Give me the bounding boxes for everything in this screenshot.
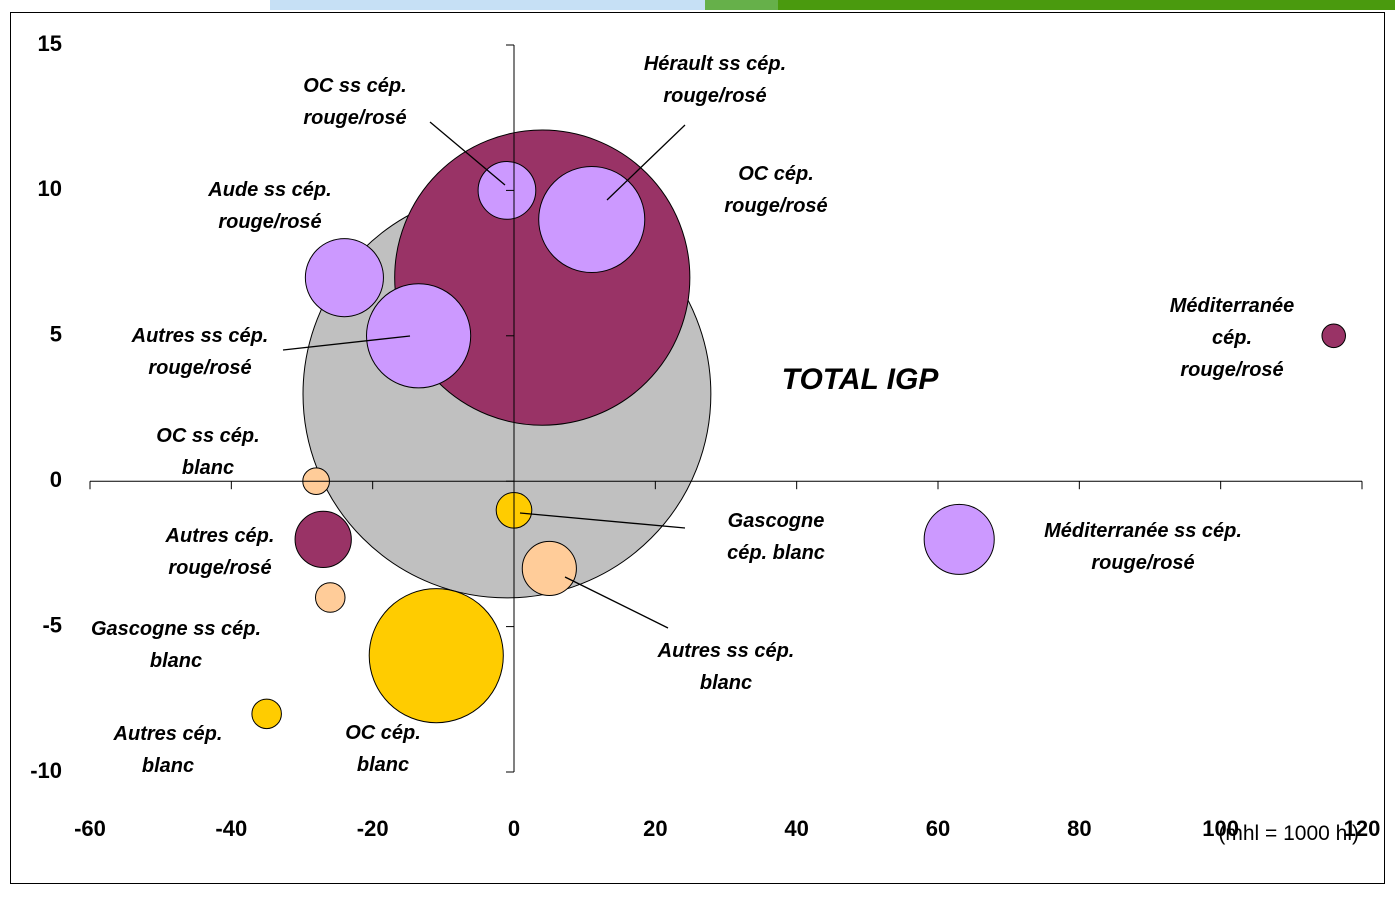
bubble-label: OC cép. rouge/rosé	[724, 163, 828, 217]
y-tick-label: 5	[50, 322, 62, 347]
bubble	[923, 503, 995, 575]
bubble	[315, 582, 346, 613]
bubble-label: OC ss cép. rouge/rosé	[303, 75, 407, 129]
bubble	[251, 698, 282, 730]
top-strip	[705, 0, 778, 10]
x-tick-label: -40	[215, 816, 247, 841]
leader-line	[564, 576, 669, 629]
bubble	[1321, 323, 1347, 349]
leader-line	[606, 124, 686, 201]
y-tick-label: 10	[38, 176, 62, 201]
bubble	[304, 238, 384, 318]
bubble-label: Gascogne cép. blanc	[727, 510, 825, 564]
top-strip	[778, 0, 1395, 10]
bubbles	[251, 121, 1347, 730]
leader-line	[519, 512, 686, 529]
leader-line	[282, 335, 411, 351]
bubble-label: Méditerranée ss cép. rouge/rosé	[1044, 520, 1242, 574]
top-strip	[270, 0, 705, 10]
y-tick-label: -5	[42, 612, 62, 637]
bubble-label: OC cép. blanc	[345, 722, 421, 776]
footnote: (mhl = 1000 hl)	[1218, 822, 1359, 845]
bubble-label: Hérault ss cép. rouge/rosé	[643, 53, 787, 107]
bubble	[294, 510, 352, 569]
bubble	[366, 283, 472, 389]
leader-line	[429, 121, 506, 186]
bubble-label: TOTAL IGP	[781, 363, 939, 396]
bubble-label: Méditerranée cép. rouge/rosé	[1169, 295, 1295, 381]
y-tick-label: -10	[30, 758, 62, 783]
bubble-label: Gascogne ss cép. blanc	[90, 618, 262, 672]
bubble-label: Autres ss cép. blanc	[657, 640, 795, 694]
bubble-label: OC ss cép. blanc	[156, 425, 260, 479]
bubble-label: Autres cép. rouge/rosé	[165, 525, 275, 579]
x-tick-label: 80	[1067, 816, 1091, 841]
x-tick-label: 120	[1344, 816, 1381, 841]
x-tick-label: -60	[74, 816, 106, 841]
bubble	[521, 540, 577, 597]
bubble-label: Autres ss cép. rouge/rosé	[131, 325, 269, 379]
y-tick-label: 0	[50, 467, 62, 492]
bubble-label: Autres cép. blanc	[113, 723, 223, 777]
axes: -60 -40 -20 0 20 40 60 80 100 120 -10 -5 0 5 10 15	[30, 31, 1380, 841]
x-tick-label: 20	[643, 816, 667, 841]
x-tick-label: 0	[508, 816, 520, 841]
bubble	[368, 588, 504, 724]
y-tick-label: 15	[38, 31, 62, 56]
x-tick-label: -20	[357, 816, 389, 841]
x-tick-label: 40	[784, 816, 808, 841]
x-tick-label: 60	[926, 816, 950, 841]
x-tick-label: 100	[1202, 816, 1239, 841]
bubble	[538, 165, 646, 274]
bubble-label: Aude ss cép. rouge/rosé	[208, 179, 332, 233]
